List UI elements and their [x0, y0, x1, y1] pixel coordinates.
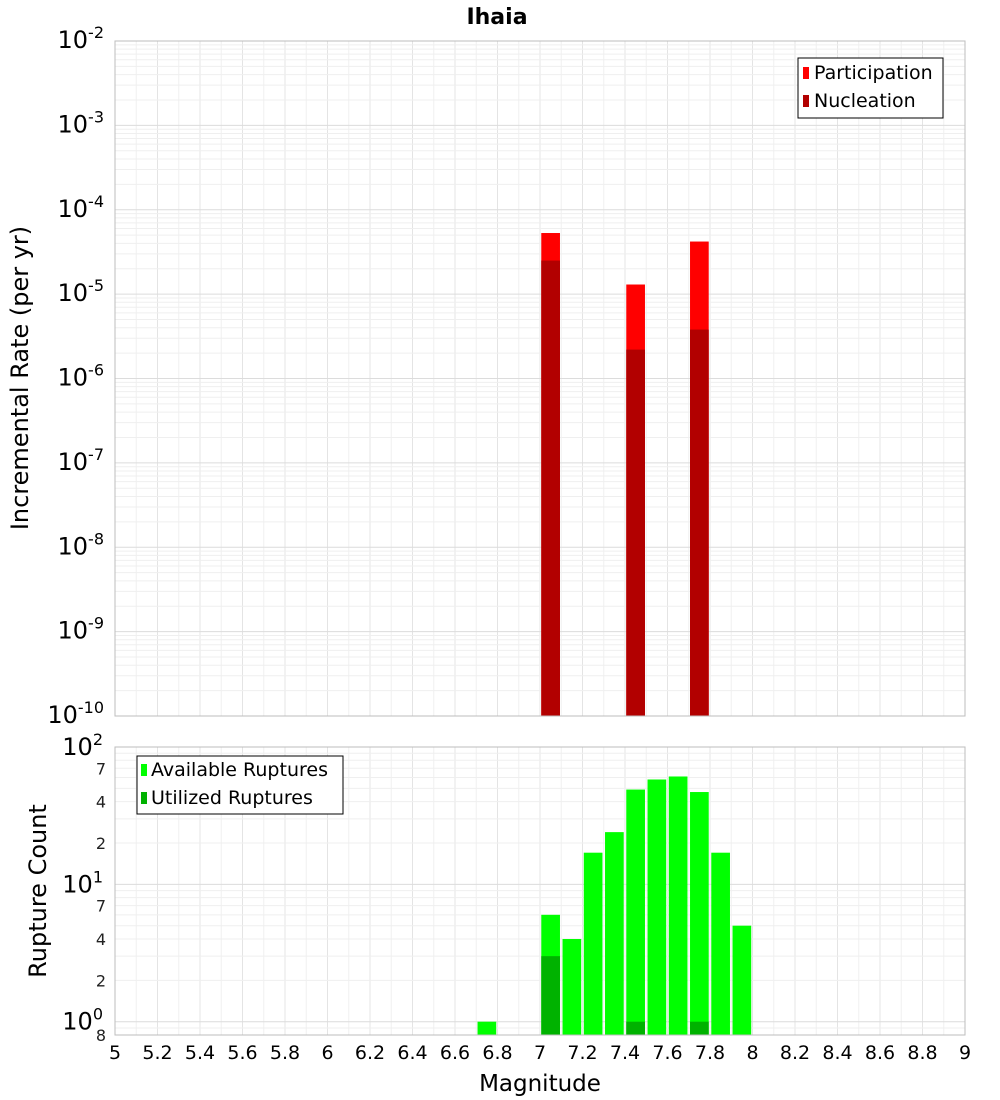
count-y-minor-tick-label: 7 [96, 759, 106, 778]
x-tick-label: 7.2 [567, 1042, 597, 1064]
x-tick-label: 8.2 [780, 1042, 810, 1064]
utilized-ruptures-bar [626, 1021, 645, 1035]
count-y-minor-tick-label: 4 [96, 793, 106, 812]
available-ruptures-bar [626, 789, 645, 1035]
available-ruptures-bar [668, 776, 688, 1035]
available-ruptures-bar [562, 939, 582, 1035]
available-ruptures-bar [477, 1021, 497, 1035]
x-tick-label: 8.8 [907, 1042, 937, 1064]
utilized-swatch [141, 792, 147, 804]
x-tick-label: 7.6 [652, 1042, 682, 1064]
participation-legend-label: Participation [814, 62, 933, 84]
count-y-axis-label: Rupture Count [24, 804, 52, 978]
count-y-minor-tick-label: 4 [96, 930, 106, 949]
rate-legend: Participation Nucleation [797, 57, 944, 119]
x-tick-label: 5.8 [270, 1042, 300, 1064]
count-bars [477, 776, 752, 1035]
rate-y-tick-label: 10-8 [58, 529, 105, 560]
magnitude-x-ticks: 5 5.2 5.4 5.6 5.8 6 6.2 6.4 6.6 6.8 7 7.2 7.4 7.6 7.8 8… [109, 1042, 971, 1064]
x-tick-label: 8.6 [865, 1042, 895, 1064]
rate-panel: 10-10 10-9 10-8 10-7 10-6 10-5 10-4 10-3 10-2 In… [6, 23, 966, 729]
nucleation-bar [626, 349, 645, 716]
x-tick-label: 8 [746, 1042, 758, 1064]
utilized-ruptures-bar [690, 1021, 709, 1035]
nucleation-bar [690, 329, 709, 716]
rate-y-tick-label: 10-3 [58, 107, 105, 138]
x-tick-label: 6 [321, 1042, 333, 1064]
count-y-tick-label: 100 [62, 1005, 103, 1036]
count-y-tick-label: 102 [62, 730, 103, 761]
count-legend-box [136, 755, 344, 815]
chart-title: Ihaia [466, 5, 527, 30]
x-tick-label: 6.6 [440, 1042, 470, 1064]
rate-y-tick-label: 10-5 [58, 276, 105, 307]
x-tick-label: 7.8 [695, 1042, 725, 1064]
nucleation-legend-label: Nucleation [814, 90, 916, 112]
count-legend: Available Ruptures Utilized Ruptures [136, 755, 344, 815]
count-y-tick-label: 101 [62, 867, 103, 898]
rate-y-tick-label: 10-6 [58, 361, 105, 392]
available-legend-label: Available Ruptures [151, 759, 328, 781]
x-tick-label: 6.8 [482, 1042, 512, 1064]
available-swatch [141, 764, 147, 776]
x-axis-label: Magnitude [479, 1071, 601, 1097]
nucleation-bar [541, 260, 560, 716]
x-tick-label: 8.4 [822, 1042, 852, 1064]
available-ruptures-bar [732, 925, 752, 1035]
rate-y-tick-label: 10-4 [58, 192, 105, 223]
x-tick-label: 5.6 [227, 1042, 257, 1064]
available-ruptures-bar [583, 852, 603, 1035]
count-y-minor-tick-label: 2 [96, 834, 106, 853]
x-tick-label: 6.2 [355, 1042, 385, 1064]
x-tick-label: 7.4 [610, 1042, 640, 1064]
count-y-minor-tick-label: 8 [96, 1026, 106, 1045]
count-plot-frame [114, 746, 966, 1036]
rate-y-tick-label: 10-10 [47, 698, 104, 729]
x-tick-label: 7 [534, 1042, 546, 1064]
nucleation-swatch [803, 95, 809, 107]
count-y-minor-tick-label: 7 [96, 897, 106, 916]
x-tick-label: 6.4 [397, 1042, 427, 1064]
rate-bars [541, 233, 709, 717]
utilized-legend-label: Utilized Ruptures [151, 787, 313, 809]
x-tick-label: 5.4 [185, 1042, 215, 1064]
available-ruptures-bar [711, 852, 730, 1035]
rate-gridlines [114, 41, 966, 717]
available-ruptures-bar [647, 779, 667, 1035]
x-tick-label: 9 [959, 1042, 971, 1064]
available-ruptures-bar [690, 792, 709, 1035]
rate-y-tick-label: 10-2 [58, 23, 105, 54]
rate-y-axis-label: Incremental Rate (per yr) [6, 226, 34, 530]
rate-y-tick-label: 10-7 [58, 445, 105, 476]
rate-y-tick-label: 10-9 [58, 614, 105, 645]
rate-plot-frame [114, 40, 966, 717]
available-ruptures-bar [605, 832, 624, 1035]
rate-y-ticks: 10-10 10-9 10-8 10-7 10-6 10-5 10-4 10-3 10-2 [47, 23, 104, 729]
x-tick-label: 5 [109, 1042, 121, 1064]
count-y-minor-tick-label: 2 [96, 971, 106, 990]
utilized-ruptures-bar [541, 956, 560, 1035]
participation-swatch [803, 67, 809, 79]
x-tick-label: 5.2 [142, 1042, 172, 1064]
rate-legend-box [797, 57, 944, 119]
